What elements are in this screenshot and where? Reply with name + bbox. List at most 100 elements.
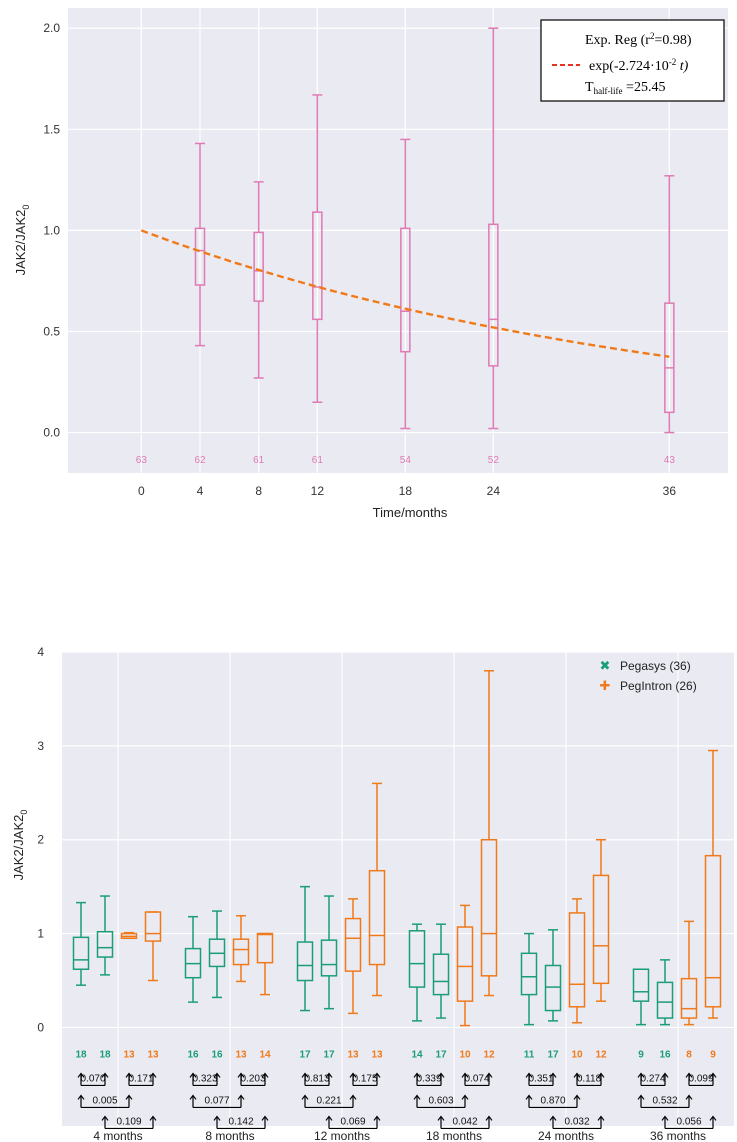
legend-frame bbox=[540, 19, 725, 102]
exp-fit-line bbox=[140, 229, 670, 358]
legend-fit-main: exp(-2.724·10 bbox=[589, 59, 669, 74]
count-label: 52 bbox=[488, 455, 500, 466]
bracket-arrow-right bbox=[149, 1072, 157, 1086]
box-plot-pegintron bbox=[256, 932, 274, 996]
pvalue-bracket: 0.069 bbox=[325, 1115, 381, 1130]
pvalue-bracket: 0.042 bbox=[437, 1115, 493, 1130]
bracket-arrow-left bbox=[189, 1072, 197, 1086]
bracket-arrow-left bbox=[661, 1115, 669, 1129]
bracket-arrow-right bbox=[485, 1072, 493, 1086]
pvalue-bracket: 0.221 bbox=[301, 1094, 357, 1109]
box-plot-pegintron bbox=[680, 920, 698, 1026]
pvalue-bracket: 0.142 bbox=[213, 1115, 269, 1130]
box-plot-pegintron bbox=[456, 904, 474, 1027]
box-iqr bbox=[488, 223, 499, 367]
box-plot-pegintron bbox=[368, 782, 386, 997]
box-iqr bbox=[480, 838, 498, 977]
bracket-arrow-left bbox=[237, 1072, 245, 1086]
count-label: 61 bbox=[312, 455, 324, 466]
y-tick-label: 4 bbox=[37, 645, 44, 659]
pvalue-bracket: 0.203 bbox=[237, 1072, 269, 1087]
box-plot-pegintron bbox=[480, 670, 498, 997]
x-tick-label: 36 months bbox=[650, 1129, 706, 1142]
bracket-arrow-right bbox=[373, 1115, 381, 1129]
legend-entry-pegintron: ✚ PegIntron (26) bbox=[600, 678, 697, 693]
legend-entry-pegasys: ✖ Pegasys (36) bbox=[600, 658, 691, 673]
count-label: 10 bbox=[459, 1049, 471, 1060]
pvalue-label: 0.056 bbox=[676, 1116, 701, 1127]
box-plot bbox=[194, 142, 206, 347]
box-plot-pegasys bbox=[632, 968, 650, 1026]
legend-halflife-T: T bbox=[585, 80, 594, 95]
bracket-arrow-left bbox=[437, 1115, 445, 1129]
sample-counts: 18 18 13 13 16 16 13 14 17 17 13 13 14 17 10 12 11 17 10 12… bbox=[75, 1049, 716, 1060]
box-iqr bbox=[194, 227, 206, 286]
count-label: 13 bbox=[235, 1049, 247, 1060]
y-axis-label-main: JAK2/JAK2 bbox=[13, 210, 28, 276]
pvalue-bracket: 0.813 bbox=[301, 1072, 333, 1087]
pvalue-bracket: 0.323 bbox=[189, 1072, 221, 1087]
box-iqr bbox=[256, 932, 274, 964]
count-label: 62 bbox=[194, 455, 206, 466]
box-iqr bbox=[320, 939, 338, 977]
count-label: 12 bbox=[595, 1049, 607, 1060]
bracket-arrow-right bbox=[597, 1072, 605, 1086]
legend-marker-icon: ✖ bbox=[600, 658, 611, 673]
pvalue-bracket: 0.171 bbox=[125, 1072, 157, 1087]
count-label: 63 bbox=[136, 455, 148, 466]
pvalue-label: 0.070 bbox=[80, 1073, 105, 1084]
box-iqr bbox=[312, 211, 323, 321]
count-label: 8 bbox=[686, 1049, 692, 1060]
bracket-arrow-right bbox=[213, 1072, 221, 1086]
y-tick-labels: 0.0 0.5 1.0 1.5 2.0 bbox=[43, 21, 60, 439]
legend-marker-icon: ✚ bbox=[600, 678, 611, 693]
pvalue-label: 0.323 bbox=[192, 1073, 217, 1084]
chart-jak2-by-treatment: 18 18 13 13 16 16 13 14 17 17 13 13 14 17 10 12 11 17 10 12… bbox=[11, 645, 734, 1142]
bracket-arrow-right bbox=[261, 1115, 269, 1129]
pvalue-bracket: 0.056 bbox=[661, 1115, 717, 1130]
legend-halflife-value: =25.45 bbox=[623, 80, 666, 95]
pvalue-bracket: 0.870 bbox=[525, 1094, 581, 1109]
x-tick-labels: 0 4 8 12 18 24 36 bbox=[138, 484, 676, 498]
count-label: 11 bbox=[524, 1049, 535, 1060]
box-iqr bbox=[680, 977, 698, 1019]
count-label: 17 bbox=[323, 1049, 335, 1060]
bracket-arrow-right bbox=[549, 1072, 557, 1086]
pvalue-label: 0.171 bbox=[128, 1073, 153, 1084]
pvalue-label: 0.203 bbox=[240, 1073, 265, 1084]
bracket-arrow-left bbox=[101, 1115, 109, 1129]
pvalue-bracket: 0.339 bbox=[413, 1072, 445, 1087]
box-iqr bbox=[568, 912, 586, 1008]
x-tick-labels: 4 months 8 months 12 months 18 months 24 mon… bbox=[93, 1129, 706, 1142]
pvalue-bracket: 0.074 bbox=[461, 1072, 493, 1087]
pvalue-label: 0.077 bbox=[204, 1095, 229, 1106]
box-iqr bbox=[592, 874, 610, 985]
box-plot bbox=[664, 175, 675, 434]
y-tick-label: 3 bbox=[37, 739, 44, 753]
box-plot-pegintron bbox=[704, 749, 722, 1019]
pvalue-label: 0.074 bbox=[464, 1073, 489, 1084]
count-label: 17 bbox=[435, 1049, 447, 1060]
bracket-arrow-left bbox=[349, 1072, 357, 1086]
fit-legend: Exp. Reg (r2=0.98) exp(-2.724·10-2 t) Th… bbox=[540, 19, 725, 102]
bracket-arrow-left bbox=[189, 1094, 197, 1108]
y-axis-label-main: JAK2/JAK2 bbox=[11, 815, 26, 881]
bracket-arrow-right bbox=[349, 1094, 357, 1108]
bracket-arrow-left bbox=[77, 1072, 85, 1086]
box-plot-pegasys bbox=[656, 959, 674, 1026]
legend-fit-sup: -2 bbox=[669, 57, 677, 67]
count-label: 54 bbox=[400, 455, 412, 466]
box-iqr bbox=[456, 926, 474, 1002]
grid-lines bbox=[62, 651, 734, 1126]
bracket-arrow-left bbox=[301, 1072, 309, 1086]
pvalue-label: 0.870 bbox=[540, 1095, 565, 1106]
box-plot-pegasys bbox=[72, 901, 90, 986]
bracket-arrow-right bbox=[325, 1072, 333, 1086]
legend-title-main: Exp. Reg (r bbox=[585, 33, 650, 48]
box-iqr bbox=[520, 952, 538, 996]
x-axis-label: Time/months bbox=[373, 505, 448, 520]
box-plot-pegintron bbox=[592, 838, 610, 1002]
box-plot-pegasys bbox=[96, 895, 114, 976]
pvalue-label: 0.175 bbox=[352, 1073, 377, 1084]
pvalue-bracket: 0.109 bbox=[101, 1115, 157, 1130]
